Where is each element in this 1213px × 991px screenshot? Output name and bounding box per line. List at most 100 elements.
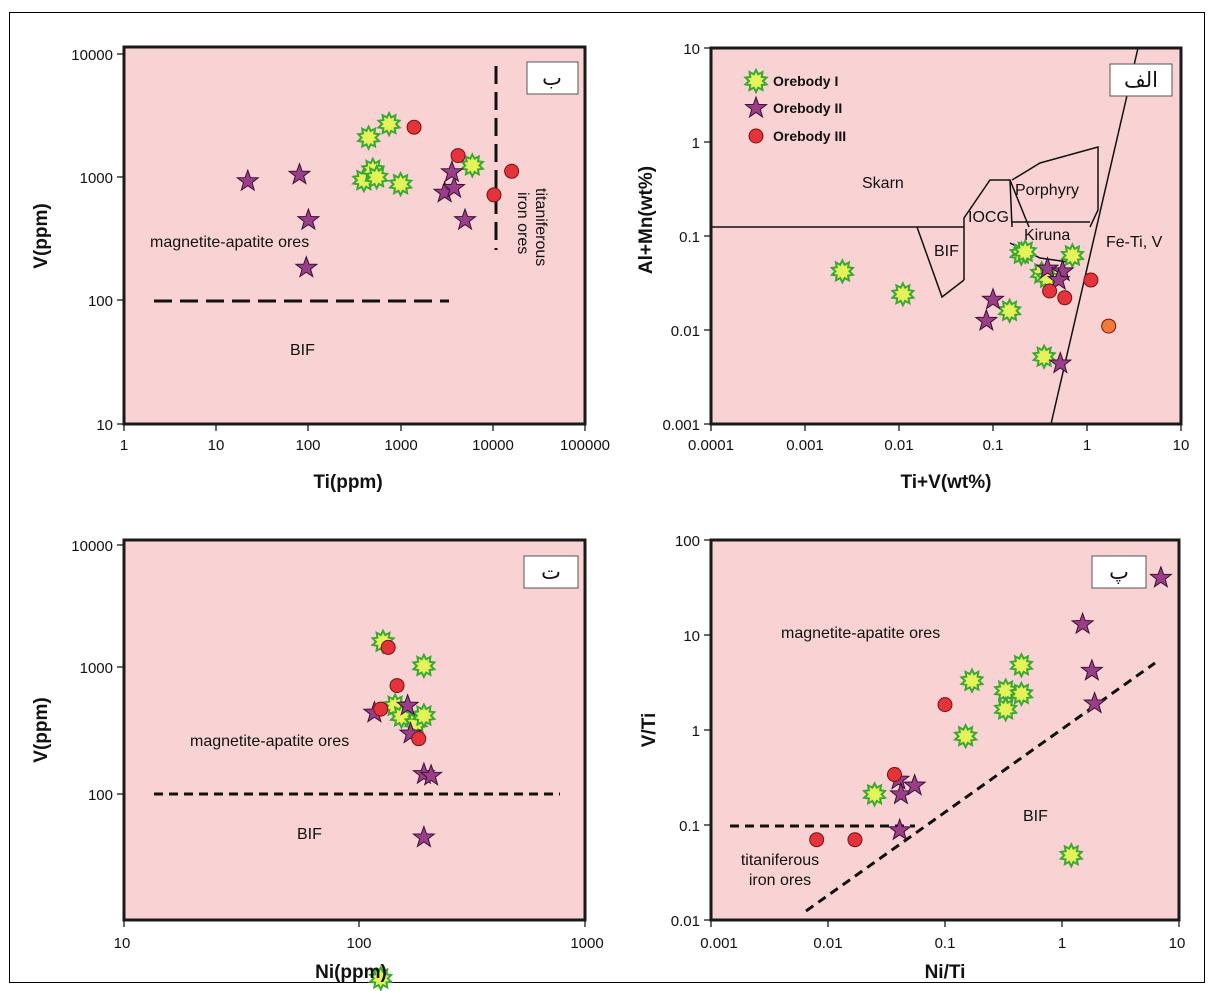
- y-tick-label: 0.1: [679, 818, 700, 835]
- x-tick-label: 1: [1058, 935, 1066, 952]
- y-tick-label: 10: [683, 628, 700, 645]
- bif-label: BIF: [1023, 808, 1048, 825]
- point-orebody-i: [890, 281, 916, 308]
- point-orebody-ii: [1050, 258, 1075, 282]
- x-tick-label: 10: [208, 437, 225, 454]
- point-orebody-ii: [453, 207, 477, 231]
- point-orebody-i: [829, 258, 856, 285]
- field-label-porphyry: Porphyry: [1015, 182, 1079, 199]
- titaniferous-label-2: iron ores: [749, 872, 811, 889]
- field-boundary-iocg: [963, 179, 1030, 280]
- titaniferous-label-1: titaniferous: [532, 188, 549, 266]
- panel-tiv-almn: Skarn BIF IOCG Porphyry Kiruna Fe-Ti, V …: [636, 41, 1189, 493]
- x-tick-label: 0.01: [813, 935, 842, 952]
- point-orebody-iii: [411, 731, 427, 747]
- legend-label-orebody-ii: Orebody II: [773, 100, 842, 116]
- point-orebody-i: [1059, 242, 1086, 269]
- x-axis-title: Ni/Ti: [925, 962, 966, 983]
- point-orebody-ii: [411, 825, 436, 848]
- bif-label: BIF: [297, 826, 322, 843]
- x-tick-label: 100: [346, 935, 371, 952]
- titaniferous-label-2: iron ores: [514, 192, 531, 254]
- chart-marks: [235, 110, 520, 278]
- point-orebody-i: [364, 164, 390, 191]
- x-tick-label: 0.001: [786, 437, 824, 454]
- x-tick-label: 1000: [384, 437, 417, 454]
- chart-marks: [362, 628, 444, 991]
- chart-marks: [809, 565, 1173, 869]
- point-orebody-ii: [1048, 350, 1073, 374]
- x-tick-label: 10: [1173, 437, 1190, 454]
- point-orebody-i: [1008, 680, 1035, 708]
- legend-marker-orebody-ii: [744, 95, 768, 119]
- panel-ti-v: magnetite-apatite ores BIF titaniferous …: [31, 45, 610, 493]
- panel-badge: [523, 555, 579, 589]
- x-tick-label: 1000: [570, 935, 603, 952]
- point-orebody-i: [411, 702, 437, 729]
- point-orebody-ii: [1035, 256, 1060, 279]
- point-orebody-iii: [937, 697, 953, 713]
- point-orebody-iii: [809, 832, 825, 848]
- x-tick-label: 0.1: [983, 437, 1004, 454]
- point-orebody-i: [1008, 652, 1035, 679]
- field-label-kiruna: Kiruna: [1024, 227, 1070, 244]
- point-orebody-i: [1058, 842, 1084, 869]
- point-orebody-ii: [287, 162, 312, 185]
- plot-area: [124, 47, 585, 424]
- point-orebody-ii: [1079, 658, 1104, 681]
- y-axis-title: V(ppm): [31, 203, 52, 268]
- magnetite-apatite-label: magnetite-apatite ores: [190, 733, 349, 750]
- legend-label-orebody-iii: Orebody III: [773, 128, 846, 144]
- field-label-skarn: Skarn: [862, 175, 904, 192]
- y-tick-label: 10000: [71, 538, 113, 555]
- figure-border: [9, 12, 1205, 983]
- x-tick-label: 0.01: [884, 437, 913, 454]
- point-orebody-iii: [1042, 283, 1058, 299]
- point-orebody-ii: [1082, 691, 1107, 714]
- y-tick-label: 100: [88, 293, 113, 310]
- x-tick-label: 100: [295, 437, 320, 454]
- point-orebody-ii: [294, 255, 319, 278]
- point-orebody-iii: [373, 701, 389, 717]
- y-tick-label: 10000: [71, 47, 113, 64]
- legend-marker-orebody-iii: [748, 128, 764, 144]
- point-orebody-iii: [389, 678, 405, 694]
- point-orebody-ii: [442, 175, 466, 199]
- field-label-bif: BIF: [934, 243, 959, 260]
- point-orebody-i: [459, 152, 485, 179]
- point-orebody-i: [861, 781, 888, 808]
- bif-boundary-line: [805, 661, 1156, 913]
- panel-badge-text: پ: [1109, 560, 1129, 584]
- point-orebody-iii: [450, 148, 466, 164]
- point-orebody-iii: [406, 119, 422, 135]
- point-orebody-ii: [296, 207, 321, 231]
- panel-badge: [1091, 555, 1147, 589]
- legend: Orebody I Orebody II Orebody III: [743, 67, 846, 144]
- panel-badge-text: ت: [541, 560, 561, 584]
- plot-area: [124, 540, 585, 920]
- axis-frame: [122, 45, 587, 426]
- x-tick-label: 10: [1169, 935, 1186, 952]
- point-orebody-i: [952, 722, 979, 750]
- point-orebody-ii: [235, 168, 260, 192]
- point-orebody-ii: [1046, 267, 1071, 291]
- chart-marks: [829, 238, 1117, 374]
- x-axis-title: Ti+V(wt%): [901, 472, 992, 493]
- point-orebody-ii: [1070, 611, 1095, 635]
- x-axis-title: Ni(ppm): [315, 962, 387, 983]
- point-orebody-i: [368, 965, 394, 991]
- field-boundary-bif: [916, 226, 965, 299]
- magnetite-apatite-label: magnetite-apatite ores: [150, 234, 309, 251]
- point-orebody-ii: [887, 817, 912, 841]
- x-tick-label: 100000: [560, 437, 610, 454]
- x-tick-label: 1: [1083, 437, 1091, 454]
- legend-label-orebody-i: Orebody I: [773, 73, 838, 89]
- point-orebody-ii: [981, 287, 1005, 310]
- point-orebody-ii: [1148, 565, 1173, 588]
- panel-ni-v: magnetite-apatite ores BIF 10 100 1000 1…: [31, 538, 604, 991]
- point-orebody-iii: [1101, 318, 1117, 334]
- bif-label: BIF: [290, 342, 315, 359]
- plot-area: [711, 540, 1179, 920]
- y-tick-label: 1000: [80, 170, 113, 187]
- y-tick-label: 1: [692, 135, 700, 152]
